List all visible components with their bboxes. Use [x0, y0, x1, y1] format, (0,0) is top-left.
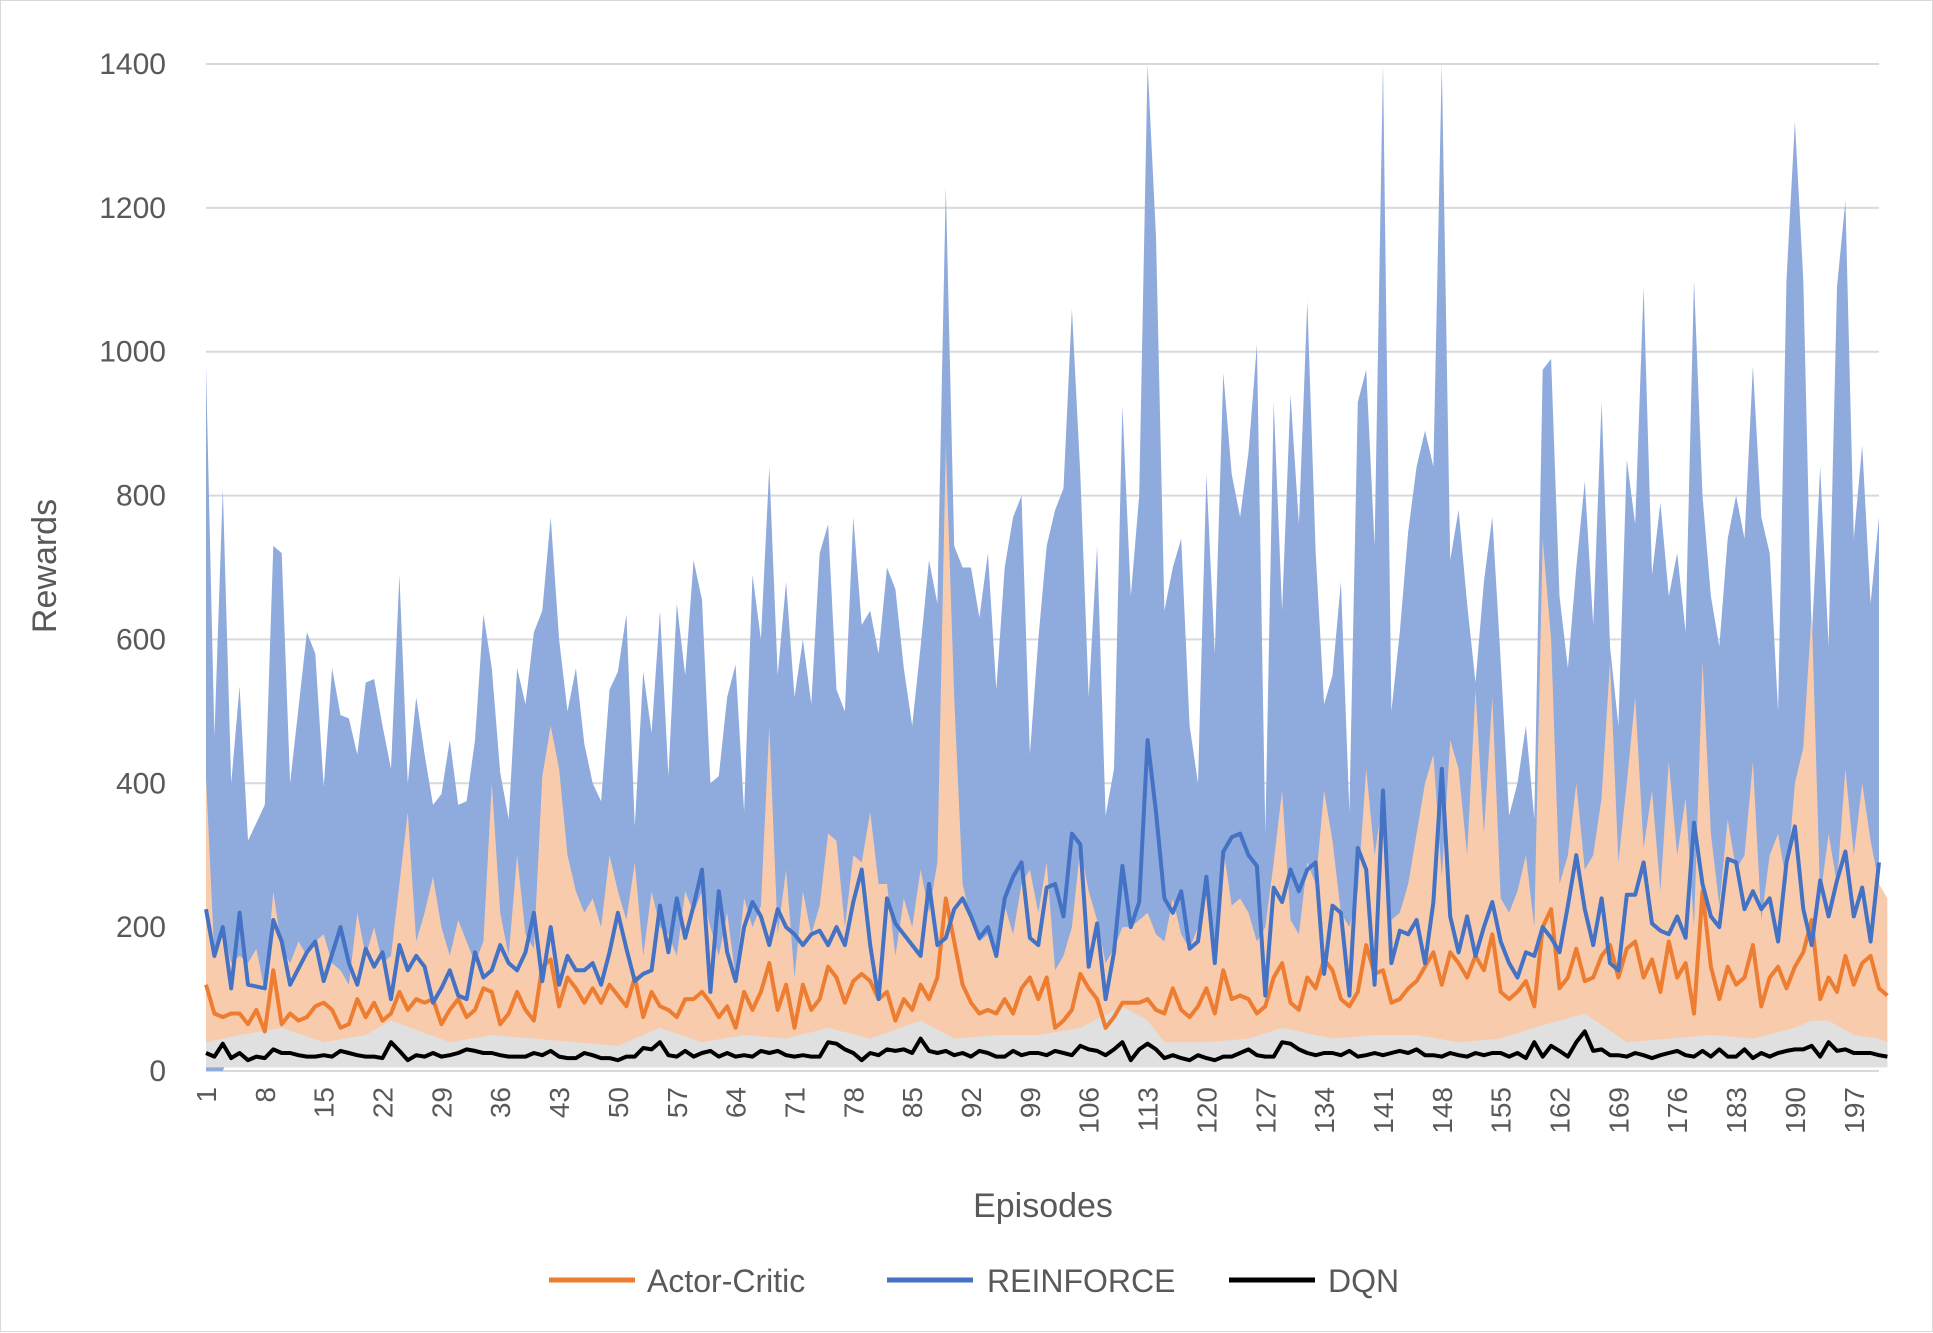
- x-tick-155: 155: [1486, 1087, 1517, 1134]
- x-tick-85: 85: [897, 1087, 928, 1118]
- x-tick-71: 71: [779, 1087, 810, 1118]
- x-tick-148: 148: [1427, 1087, 1458, 1134]
- series-lines: [204, 738, 1889, 1063]
- legend-label-actor-critic: Actor-Critic: [647, 1263, 805, 1299]
- x-tick-120: 120: [1191, 1087, 1222, 1134]
- x-tick-134: 134: [1309, 1087, 1340, 1134]
- reinforce-line: [204, 738, 1881, 1005]
- x-tick-169: 169: [1603, 1087, 1634, 1134]
- actor-critic-band: [206, 445, 1888, 1061]
- x-tick-113: 113: [1133, 1087, 1164, 1132]
- x-tick-57: 57: [662, 1087, 693, 1118]
- x-tick-1: 1: [191, 1087, 222, 1103]
- x-tick-8: 8: [250, 1087, 281, 1103]
- x-tick-50: 50: [603, 1087, 634, 1118]
- x-tick-22: 22: [368, 1087, 399, 1118]
- legend-label-dqn: DQN: [1328, 1263, 1399, 1299]
- x-tick-78: 78: [838, 1087, 869, 1118]
- dqn-line: [205, 1029, 1888, 1063]
- y-tick-1000: 1000: [99, 336, 166, 369]
- y-tick-1400: 1400: [99, 48, 166, 81]
- x-tick-92: 92: [956, 1087, 987, 1118]
- legend: Actor-Critic REINFORCE DQN: [549, 1263, 1399, 1299]
- y-axis-title: Rewards: [26, 499, 64, 633]
- y-tick-600: 600: [116, 623, 166, 656]
- x-tick-141: 141: [1368, 1087, 1399, 1134]
- x-tick-29: 29: [426, 1087, 457, 1118]
- y-tick-200: 200: [116, 911, 166, 944]
- y-tick-400: 400: [116, 767, 166, 800]
- x-tick-labels: 1 8 15 22 29 36 43 50 57 64 71 78 85 92 99 106 113 120 127…: [191, 1087, 1870, 1134]
- x-tick-43: 43: [544, 1087, 575, 1118]
- x-tick-127: 127: [1250, 1087, 1281, 1134]
- x-tick-36: 36: [485, 1087, 516, 1118]
- x-tick-64: 64: [721, 1087, 752, 1118]
- x-tick-190: 190: [1780, 1087, 1811, 1134]
- dqn-band: [206, 1006, 1888, 1068]
- band-areas: [206, 64, 1888, 1071]
- x-tick-15: 15: [309, 1087, 340, 1118]
- x-tick-99: 99: [1015, 1087, 1046, 1118]
- x-tick-106: 106: [1074, 1087, 1105, 1134]
- x-axis-title: Episodes: [973, 1187, 1113, 1225]
- y-tick-labels: 0 200 400 600 800 1000 1200 1400: [99, 48, 166, 1088]
- x-tick-162: 162: [1545, 1087, 1576, 1134]
- y-tick-1200: 1200: [99, 192, 166, 225]
- legend-label-reinforce: REINFORCE: [987, 1263, 1175, 1299]
- y-tick-0: 0: [149, 1055, 166, 1088]
- x-tick-176: 176: [1662, 1087, 1693, 1134]
- x-tick-197: 197: [1839, 1087, 1870, 1134]
- y-tick-800: 800: [116, 480, 166, 513]
- x-tick-183: 183: [1721, 1087, 1752, 1134]
